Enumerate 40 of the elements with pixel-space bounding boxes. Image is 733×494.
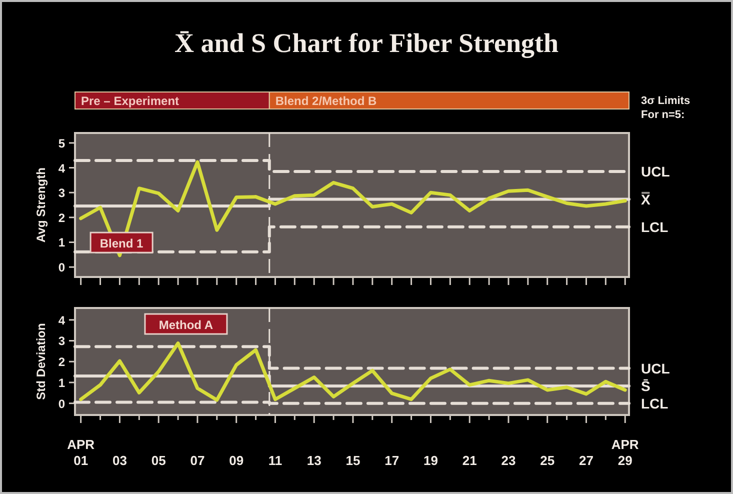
x-tick-label: 23 xyxy=(501,453,516,468)
y-tick-label: 2 xyxy=(58,210,66,225)
series-label: UCL xyxy=(641,360,670,376)
chart-title: X̄ and S Chart for Fiber Strength xyxy=(174,28,559,58)
x-tick-label: 09 xyxy=(229,453,244,468)
text: Pre – Experiment xyxy=(81,94,180,108)
y-tick-label: 2 xyxy=(58,355,66,370)
x-tick-label: 05 xyxy=(151,453,166,468)
y-tick-label: 0 xyxy=(58,396,66,411)
x-tick-label: 13 xyxy=(306,453,322,468)
series-label: X̿ xyxy=(640,191,651,208)
x-tick-label: 07 xyxy=(190,453,205,468)
x-tick-label: 19 xyxy=(423,453,438,468)
y-axis-title: Std Deviation xyxy=(34,323,48,400)
y-tick-label: 4 xyxy=(58,161,66,176)
annotation: Method A xyxy=(158,318,214,332)
x-tick-label: 15 xyxy=(346,453,360,468)
x-tick-label: 27 xyxy=(579,453,594,468)
x-tick-label: 25 xyxy=(540,453,555,468)
x-tick-label: 17 xyxy=(384,453,400,468)
series-label: UCL xyxy=(641,163,670,180)
x-tick-label: APR 01 xyxy=(67,437,96,468)
y-axis-title: Avg Strength xyxy=(34,168,48,242)
text: 3σ Limits For n=5: xyxy=(641,95,690,121)
series-label: LCL xyxy=(641,395,669,412)
y-tick-label: 1 xyxy=(58,236,66,250)
y-tick-label: 1 xyxy=(58,376,66,390)
x-tick-label: APR 29 xyxy=(611,437,640,468)
y-tick-label: 5 xyxy=(58,136,66,150)
x-tick-label: 21 xyxy=(462,453,477,468)
annotation: Blend 1 xyxy=(100,236,144,251)
x-tick-label: 11 xyxy=(268,453,282,468)
y-tick-label: 3 xyxy=(58,186,66,200)
series-label: LCL xyxy=(641,218,669,235)
y-tick-label: 0 xyxy=(58,260,66,275)
y-tick-label: 3 xyxy=(58,334,66,348)
y-tick-label: 4 xyxy=(58,313,66,328)
series-label: S̄ xyxy=(641,378,650,394)
x-tick-label: 03 xyxy=(112,453,127,468)
text: Blend 2/Method B xyxy=(275,94,378,108)
